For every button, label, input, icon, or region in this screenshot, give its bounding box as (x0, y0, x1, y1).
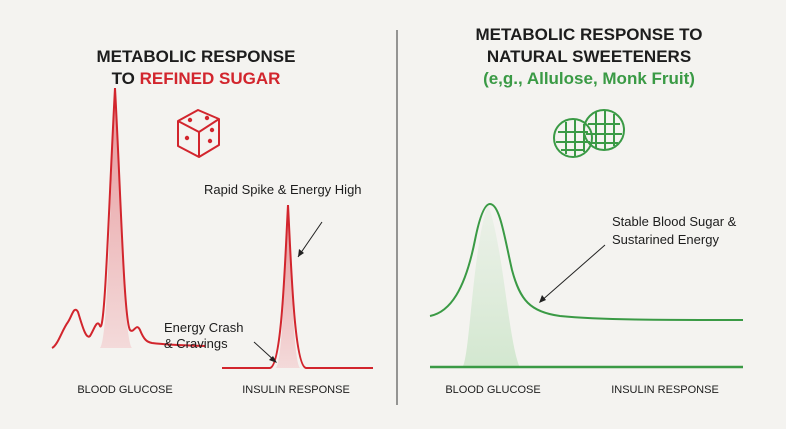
annotation: & Cravings (164, 336, 228, 351)
annotation: Energy Crash (164, 320, 243, 335)
monk-fruit-icon (553, 109, 625, 158)
left-title: TO REFINED SUGAR (112, 69, 281, 88)
insulin-curve (222, 204, 373, 369)
right-title: METABOLIC RESPONSE TO (475, 25, 702, 44)
right-title: NATURAL SWEETENERS (487, 47, 691, 66)
axis-label: INSULIN RESPONSE (242, 384, 350, 396)
axis-label: INSULIN RESPONSE (611, 384, 719, 396)
left-title-highlight: REFINED SUGAR (140, 69, 281, 88)
arrow (297, 221, 323, 258)
glucose-curve (51, 87, 206, 349)
left-title: METABOLIC RESPONSE (97, 47, 296, 66)
arrow-head (539, 295, 546, 303)
arrow-head (298, 249, 304, 257)
insulin-fill (276, 205, 300, 368)
glucose-fill (100, 88, 132, 348)
glucose-curve (429, 202, 744, 321)
annotation: Rapid Spike & Energy High (204, 182, 362, 197)
axis-label: BLOOD GLUCOSE (445, 384, 540, 396)
arrow-head (269, 356, 277, 363)
axis-label: BLOOD GLUCOSE (77, 384, 172, 396)
annotation: Stable Blood Sugar & (612, 214, 737, 229)
right-subtitle: (e,g., Allulose, Monk Fruit) (483, 69, 695, 88)
glucose-fill (462, 204, 520, 368)
annotation: Sustarined Energy (612, 232, 719, 247)
arrow (539, 244, 606, 303)
sugar-cube-icon (177, 109, 220, 158)
left-title-prefix: TO (112, 69, 135, 88)
